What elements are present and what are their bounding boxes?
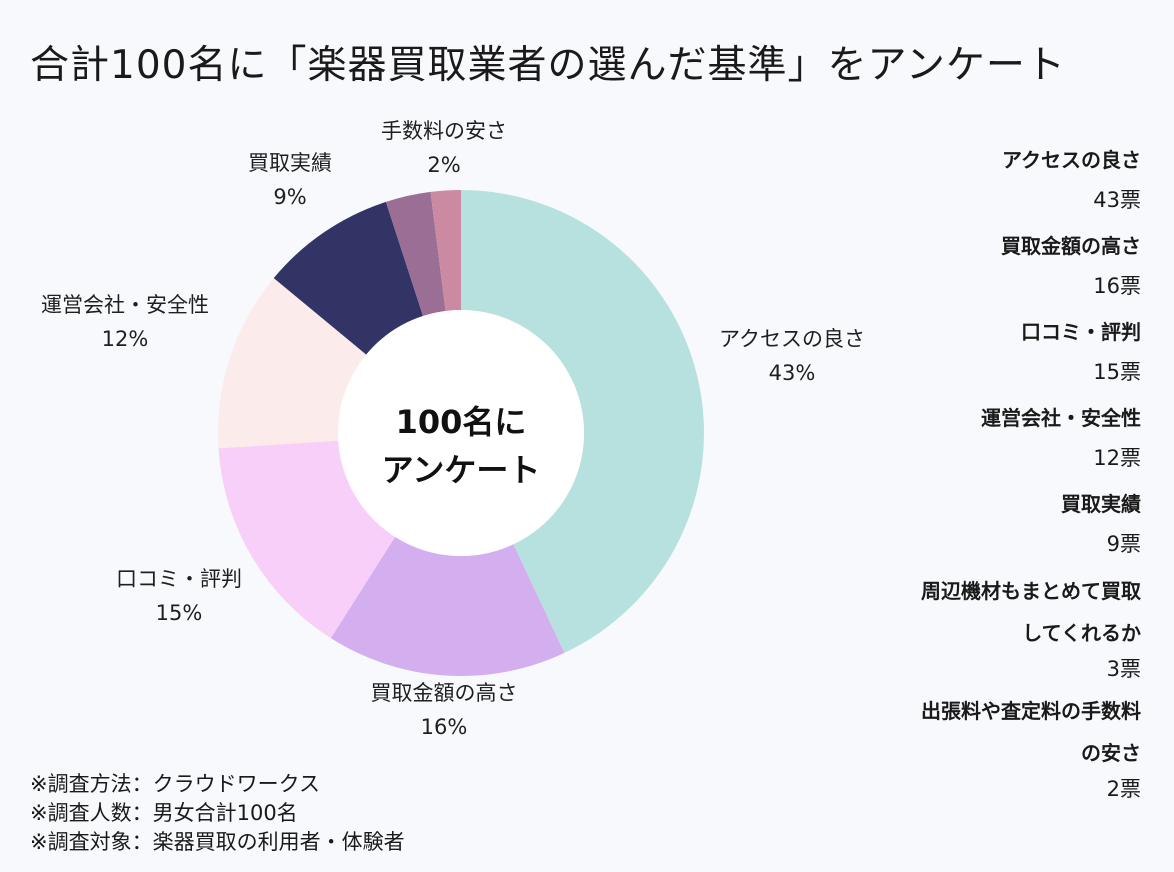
legend-value: 43票: [1093, 188, 1141, 212]
center-label: 100名に: [396, 403, 527, 441]
legend-value: 15票: [1093, 360, 1141, 384]
legend-item: アクセスの良さ 43票: [811, 140, 1141, 220]
chart-title: 合計100名に「楽器買取業者の選んだ基準」をアンケート: [30, 43, 1066, 88]
note-target: ※調査対象：楽器買取の利用者・体験者: [30, 830, 405, 854]
donut-slice: [273, 201, 423, 355]
legend-value: 16票: [1093, 274, 1141, 298]
slice-category-label: 買取実績: [248, 151, 332, 175]
legend-item: 口コミ・評判 15票: [811, 312, 1141, 392]
legend-label: 出張料や査定料の手数料: [921, 699, 1141, 723]
slice-category-label: アクセスの良さ: [719, 327, 865, 351]
legend-item: 運営会社・安全性 12票: [811, 398, 1141, 478]
legend-value: 9票: [1106, 532, 1141, 556]
legend-item: 買取金額の高さ 16票: [811, 226, 1141, 306]
slice-category-label: 口コミ・評判: [116, 567, 242, 591]
legend-label: 口コミ・評判: [1021, 320, 1141, 344]
slice-category-label: 運営会社・安全性: [41, 293, 209, 317]
donut-slice: [330, 536, 565, 676]
vote-legend: アクセスの良さ 43票 買取金額の高さ 16票 口コミ・評判 15票 運営会社・…: [811, 140, 1141, 810]
donut-slice: [430, 190, 461, 311]
legend-label-line2: の安さ: [1081, 741, 1141, 765]
note-count: ※調査人数：男女合計100名: [30, 801, 298, 825]
donut-slice: [385, 191, 446, 317]
donut-slice: [461, 190, 704, 653]
legend-item: 買取実績 9票: [811, 484, 1141, 564]
survey-notes: ※調査方法：クラウドワークス ※調査人数：男女合計100名 ※調査対象：楽器買取…: [30, 770, 405, 857]
legend-label: 買取金額の高さ: [1001, 234, 1141, 258]
center-label: アンケート: [382, 451, 541, 489]
slice-percent-label: 43%: [769, 361, 816, 385]
slice-percent-label: 2%: [427, 153, 460, 177]
legend-value: 12票: [1093, 446, 1141, 470]
legend-value: 3票: [1106, 657, 1141, 681]
legend-label: 周辺機材もまとめて買取: [921, 579, 1141, 603]
donut-slice: [218, 278, 367, 449]
slice-category-label: 手数料の安さ: [381, 119, 507, 143]
note-method: ※調査方法：クラウドワークス: [30, 772, 320, 796]
slice-percent-label: 9%: [273, 185, 306, 209]
slice-category-label: 買取金額の高さ: [371, 681, 518, 705]
legend-item: 出張料や査定料の手数料 の安さ 2票: [811, 690, 1141, 804]
slice-percent-label: 12%: [102, 327, 149, 351]
legend-value: 2票: [1106, 777, 1141, 801]
legend-item: 周辺機材もまとめて買取 してくれるか 3票: [811, 570, 1141, 684]
donut-slice: [218, 440, 396, 639]
donut-hole: [338, 310, 584, 556]
legend-label: アクセスの良さ: [1002, 148, 1141, 172]
legend-label-line2: してくれるか: [1022, 621, 1141, 645]
legend-label: 買取実績: [1061, 492, 1141, 516]
slice-percent-label: 16%: [421, 715, 468, 739]
legend-label: 運営会社・安全性: [981, 406, 1141, 430]
slice-percent-label: 15%: [156, 601, 203, 625]
